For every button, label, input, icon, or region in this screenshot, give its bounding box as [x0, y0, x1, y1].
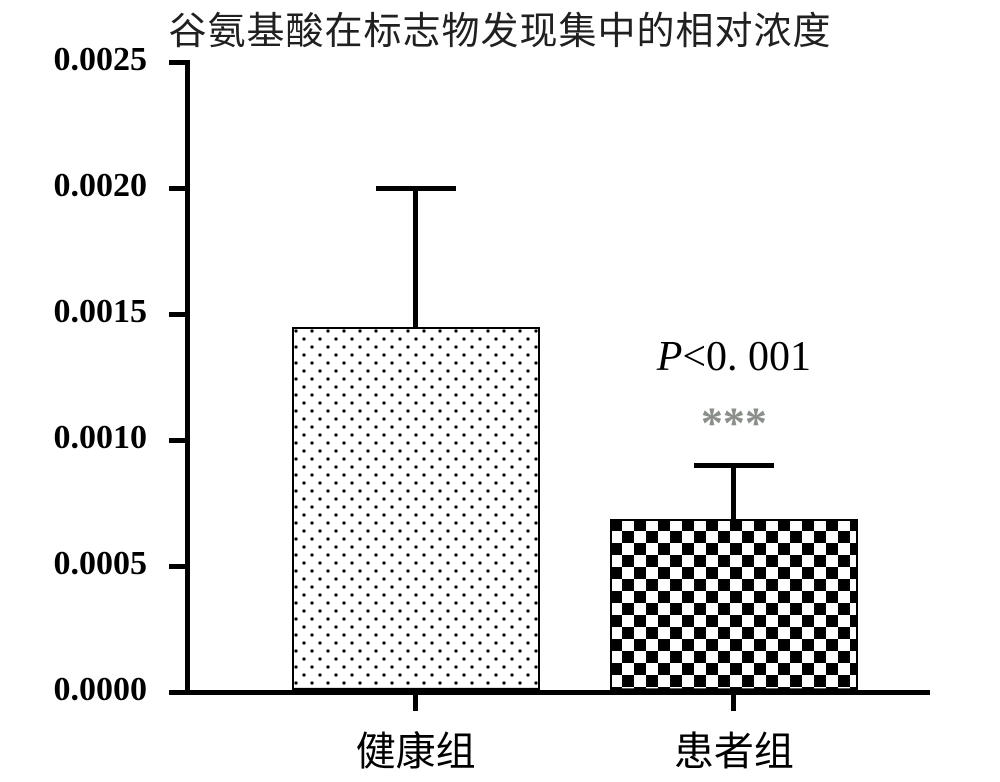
x-category-label: 患者组 — [674, 719, 794, 777]
x-tick — [413, 695, 418, 711]
x-tick — [731, 695, 736, 711]
y-tick — [169, 690, 185, 695]
error-bar-stem — [413, 186, 418, 327]
bar — [292, 327, 540, 690]
y-tick — [169, 564, 185, 569]
y-tick-label: 0.0020 — [0, 167, 147, 205]
y-tick — [169, 60, 185, 65]
y-tick-label: 0.0025 — [0, 41, 147, 79]
chart-title: 谷氨基酸在标志物发现集中的相对浓度 — [0, 0, 1000, 55]
y-tick — [169, 438, 185, 443]
y-tick-label: 0.0005 — [0, 545, 147, 583]
y-tick-label: 0.0000 — [0, 671, 147, 709]
annotation: P<0. 001 — [657, 333, 811, 381]
chart-root: 谷氨基酸在标志物发现集中的相对浓度 0.00000.00050.00100.00 — [0, 0, 1000, 782]
error-bar-cap — [694, 463, 774, 468]
y-tick — [169, 312, 185, 317]
annotation: *** — [701, 397, 767, 448]
y-tick-label: 0.0010 — [0, 419, 147, 457]
y-axis-line — [185, 60, 190, 690]
x-axis-line — [185, 690, 930, 695]
x-category-label: 健康组 — [356, 719, 476, 777]
error-bar-cap — [376, 186, 456, 191]
plot-area: 0.00000.00050.00100.00150.00200.0025健康组患… — [190, 60, 930, 690]
y-tick — [169, 186, 185, 191]
error-bar-stem — [731, 463, 736, 518]
bar — [610, 519, 858, 690]
y-tick-label: 0.0015 — [0, 293, 147, 331]
